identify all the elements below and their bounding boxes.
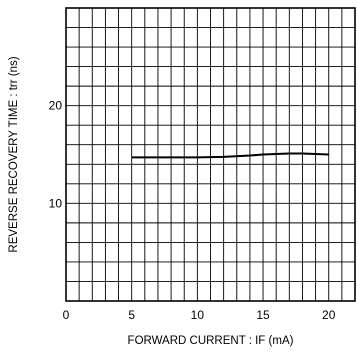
- plot-area-frame: [65, 7, 356, 302]
- series-line: [131, 152, 329, 159]
- y-tick-labels: 10 20: [49, 99, 63, 211]
- y-tick-label: 20: [49, 99, 63, 113]
- x-tick-label: 5: [128, 308, 135, 322]
- y-axis-label: REVERSE RECOVERY TIME : trr (ns): [8, 56, 20, 252]
- x-tick-label: 20: [322, 308, 336, 322]
- series-layer: [131, 152, 329, 159]
- x-axis-label: FORWARD CURRENT : IF (mA): [128, 335, 294, 347]
- x-tick-label: 10: [191, 308, 205, 322]
- x-tick-labels: 0 5 10 15 20: [63, 308, 336, 322]
- x-tick-label: 0: [63, 308, 70, 322]
- y-tick-label: 10: [49, 196, 63, 210]
- x-tick-label: 15: [256, 308, 270, 322]
